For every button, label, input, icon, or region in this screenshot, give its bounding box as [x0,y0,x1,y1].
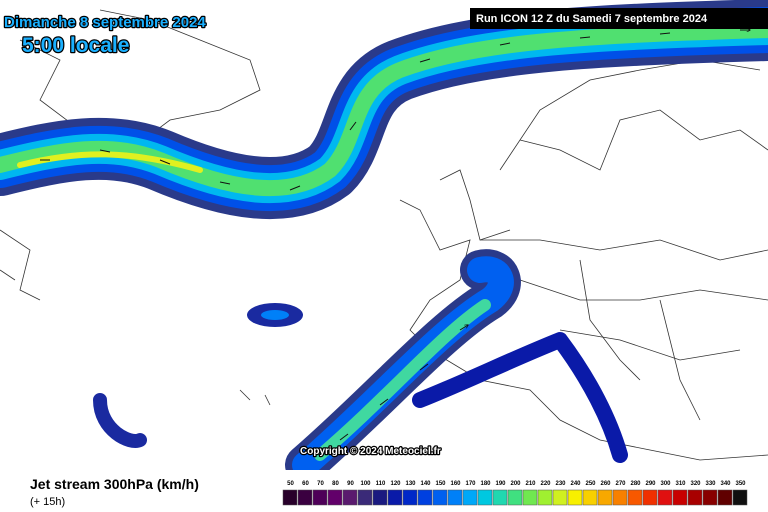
legend-label: 190 [495,481,506,487]
legend-swatch [672,489,688,506]
wind-arrows [40,30,750,441]
legend-label: 240 [570,481,581,487]
map-time: 5:00 locale [22,34,129,57]
legend-swatch [597,489,613,506]
legend-label: 150 [435,481,446,487]
legend-swatch [567,489,583,506]
legend-swatch [582,489,598,506]
legend-label: 280 [630,481,641,487]
run-info: Run ICON 12 Z du Samedi 7 septembre 2024 [476,13,708,25]
legend-label: 160 [450,481,461,487]
legend-swatch [447,489,463,506]
legend-swatch [507,489,523,506]
legend-swatch [492,489,508,506]
legend-swatch [522,489,538,506]
legend-label: 350 [735,481,746,487]
legend-label: 140 [420,481,431,487]
legend-label: 330 [705,481,716,487]
legend-label: 200 [510,481,521,487]
legend-label: 50 [287,481,294,487]
legend-label: 70 [317,481,324,487]
legend-label: 250 [585,481,596,487]
legend-swatch [537,489,553,506]
legend-label: 300 [660,481,671,487]
jet-stream [0,0,768,485]
legend-swatch [327,489,343,506]
legend-label: 340 [720,481,731,487]
legend-swatch [732,489,748,506]
legend-label: 170 [465,481,476,487]
legend-label: 90 [347,481,354,487]
legend-label: 290 [645,481,656,487]
legend-swatch [657,489,673,506]
coastlines [0,9,768,461]
legend-swatch [717,489,733,506]
legend-label: 110 [376,481,386,487]
legend-swatch [552,489,568,506]
legend-swatch [702,489,718,506]
copyright: Copyright © 2024 Meteociel.fr [300,446,441,457]
legend-label: 220 [540,481,551,487]
legend-swatch [462,489,478,506]
legend-swatch [432,489,448,506]
legend-label: 270 [615,481,626,487]
footer-title: Jet stream 300hPa (km/h) [30,476,199,492]
legend-swatch [402,489,418,506]
map-date: Dimanche 8 septembre 2024 [4,14,206,31]
legend-label: 60 [302,481,309,487]
legend-swatch [627,489,643,506]
legend-swatch [372,489,388,506]
legend-swatch [612,489,628,506]
legend-label: 120 [390,481,401,487]
run-box [470,8,768,29]
legend-label: 260 [600,481,611,487]
legend-label: 180 [480,481,491,487]
legend-swatch [357,489,373,506]
legend-swatch [417,489,433,506]
legend-swatch [687,489,703,506]
legend-swatch [312,489,328,506]
legend-swatch [282,489,298,506]
legend-label: 80 [332,481,339,487]
legend-label: 100 [360,481,371,487]
legend-swatch [297,489,313,506]
legend-label: 230 [555,481,566,487]
legend-label: 210 [525,481,536,487]
color-legend: 50 60 70 80 90 100 110 120 130 140 150 160 170 180 190… [282,481,748,506]
legend-swatch [642,489,658,506]
legend-label: 130 [405,481,416,487]
legend-swatch [342,489,358,506]
legend-label: 310 [675,481,686,487]
legend-swatch [477,489,493,506]
legend-label: 320 [690,481,701,487]
footer-lead: (+ 15h) [30,496,65,508]
legend-swatch [387,489,403,506]
